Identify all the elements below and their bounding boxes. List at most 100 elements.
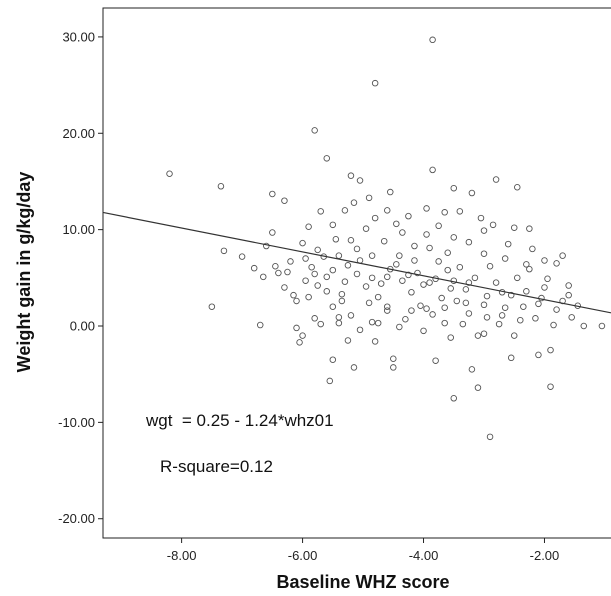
- data-point: [347, 172, 355, 179]
- data-point: [299, 239, 306, 247]
- data-point: [323, 273, 331, 281]
- data-point: [383, 307, 391, 314]
- data-point: [296, 339, 303, 346]
- y-tick-label: -10.00: [58, 415, 95, 430]
- y-tick-label: 10.00: [62, 222, 95, 237]
- data-point: [314, 282, 321, 289]
- data-point: [465, 238, 473, 246]
- r-square-label: R-square=0.12: [160, 457, 273, 476]
- data-point: [396, 252, 403, 259]
- data-point: [332, 236, 340, 243]
- data-point: [529, 245, 536, 253]
- y-axis-title: Weight gain in g/kg/day: [14, 172, 34, 373]
- data-point: [371, 79, 379, 87]
- data-point: [468, 366, 476, 373]
- data-point: [517, 316, 524, 324]
- data-point: [344, 262, 352, 269]
- data-point: [553, 260, 560, 267]
- data-point: [356, 326, 364, 334]
- data-point: [474, 384, 482, 391]
- data-point: [526, 225, 533, 232]
- data-point: [408, 307, 415, 314]
- data-point: [547, 346, 554, 354]
- data-point: [459, 320, 467, 328]
- data-point: [338, 290, 346, 298]
- data-point: [423, 305, 430, 312]
- data-point: [371, 214, 379, 222]
- data-point: [483, 314, 491, 321]
- data-point: [532, 315, 539, 322]
- data-point: [293, 324, 300, 332]
- data-point: [290, 291, 297, 299]
- data-point: [544, 275, 551, 283]
- data-point: [486, 263, 494, 270]
- data-point: [383, 207, 391, 214]
- data-point: [441, 319, 448, 327]
- data-point: [541, 257, 548, 264]
- data-point: [495, 320, 503, 328]
- data-point: [504, 240, 512, 248]
- data-point: [281, 197, 288, 204]
- data-point: [426, 279, 433, 286]
- data-point: [341, 278, 349, 285]
- data-point: [535, 351, 542, 359]
- data-point: [293, 297, 300, 305]
- data-point: [402, 316, 409, 323]
- data-point: [405, 271, 412, 279]
- data-point: [444, 266, 451, 274]
- data-point: [365, 194, 373, 202]
- data-point: [311, 127, 318, 134]
- data-point: [444, 249, 451, 257]
- data-point: [486, 433, 494, 441]
- data-point: [447, 334, 454, 341]
- data-point: [390, 364, 397, 371]
- data-point: [514, 183, 521, 191]
- regression-line: [102, 211, 611, 314]
- data-point: [399, 229, 406, 236]
- data-point: [302, 277, 309, 284]
- data-point: [526, 265, 533, 273]
- data-point: [374, 319, 382, 327]
- data-point: [559, 252, 566, 259]
- y-tick-label: 0.00: [70, 319, 95, 334]
- data-point: [393, 261, 400, 268]
- data-point: [441, 209, 448, 216]
- y-tick-label: 20.00: [62, 126, 95, 141]
- x-tick-label: -8.00: [167, 548, 197, 563]
- data-point: [423, 231, 430, 238]
- data-point: [408, 289, 415, 296]
- x-tick-label: -6.00: [288, 548, 318, 563]
- data-point: [480, 227, 488, 234]
- data-point: [411, 242, 418, 250]
- data-point: [550, 321, 557, 329]
- data-point: [377, 280, 385, 287]
- data-point: [489, 221, 497, 229]
- data-point: [305, 293, 312, 301]
- data-point: [501, 255, 509, 262]
- data-point: [323, 288, 331, 295]
- data-point: [260, 273, 267, 281]
- data-point: [471, 274, 479, 282]
- data-point: [480, 250, 488, 257]
- y-axis-ticks: -20.00 -10.00 0.00 10.00 20.00 30.00: [58, 29, 103, 526]
- data-point: [347, 312, 355, 319]
- data-point: [365, 299, 373, 307]
- data-point: [438, 294, 445, 302]
- data-point: [420, 327, 427, 335]
- regression-equation: wgt = 0.25 - 1.24*whz01: [145, 411, 334, 430]
- data-point: [414, 269, 421, 277]
- x-axis-ticks: -8.00 -6.00 -4.00 -2.00: [167, 538, 559, 563]
- data-point: [553, 306, 560, 313]
- data-point: [362, 225, 370, 232]
- data-point: [417, 302, 424, 310]
- data-point: [166, 170, 173, 177]
- data-point: [520, 303, 527, 310]
- data-point: [462, 299, 470, 307]
- data-point: [507, 291, 515, 299]
- x-axis-title: Baseline WHZ score: [276, 572, 449, 592]
- data-point: [598, 322, 606, 330]
- data-point: [535, 300, 542, 308]
- data-point: [275, 269, 282, 277]
- data-point: [287, 258, 294, 265]
- data-point: [580, 322, 588, 330]
